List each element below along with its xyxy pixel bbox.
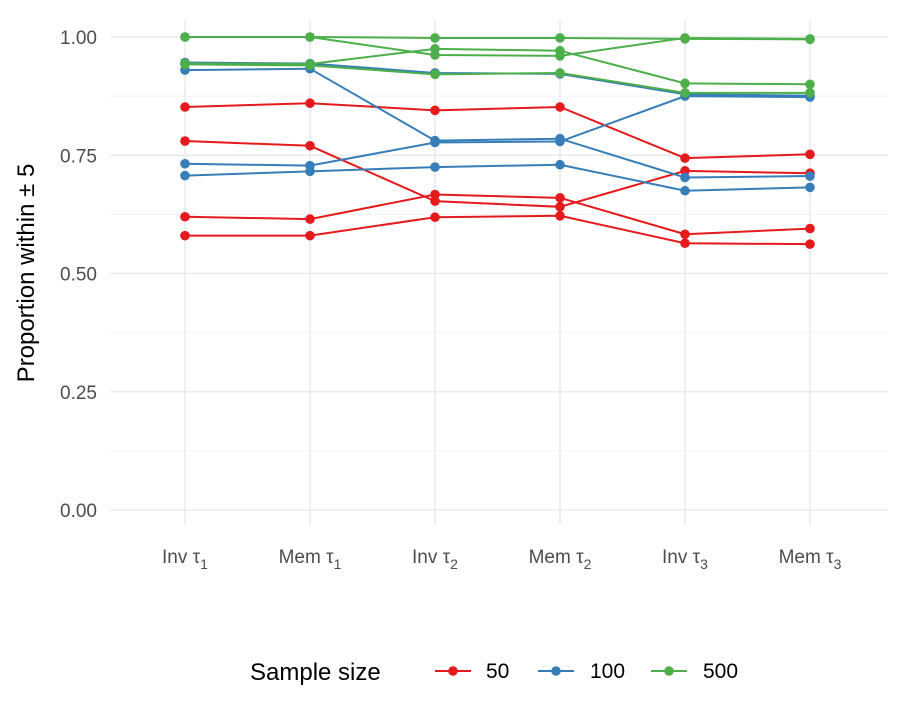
x-tick-label: Mem τ1 — [279, 547, 342, 572]
data-point — [680, 172, 690, 183]
series-50 — [180, 189, 815, 240]
legend-label: 100 — [590, 660, 625, 683]
data-point — [180, 158, 190, 169]
legend-marker — [551, 666, 561, 676]
data-point — [305, 60, 315, 71]
data-point — [180, 102, 190, 112]
data-point — [430, 189, 440, 200]
data-point — [555, 202, 565, 212]
series-100 — [180, 159, 815, 196]
legend: Sample size 50 100 500 — [250, 659, 738, 686]
y-tick-label: 0.50 — [60, 265, 97, 286]
x-tick-label: Mem τ2 — [529, 547, 592, 572]
series-500 — [180, 59, 815, 98]
data-point — [180, 32, 190, 42]
data-point — [180, 170, 190, 181]
data-point — [180, 59, 190, 70]
series-line — [185, 214, 811, 246]
data-point — [805, 239, 815, 249]
data-point — [430, 33, 440, 43]
data-point — [805, 182, 815, 193]
x-tick-label: Mem τ3 — [779, 547, 842, 572]
data-point — [305, 32, 315, 42]
data-point — [430, 212, 440, 223]
legend-marker — [664, 666, 674, 676]
series-line — [184, 47, 811, 86]
data-point — [555, 210, 565, 221]
series-50 — [180, 136, 815, 212]
y-tick-label: 0.00 — [60, 501, 97, 522]
data-point — [305, 214, 315, 224]
legend-label: 500 — [703, 660, 738, 683]
data-point — [680, 238, 690, 249]
data-point — [305, 98, 315, 109]
series-line — [184, 193, 811, 236]
data-point — [555, 33, 565, 43]
series-500 — [180, 44, 815, 90]
data-point — [805, 171, 815, 181]
y-axis-label: Proportion within ± 5 — [13, 164, 40, 383]
y-tick-label: 1.00 — [60, 28, 97, 49]
data-point — [430, 162, 440, 172]
data-point — [805, 34, 815, 44]
data-point — [305, 166, 315, 177]
data-point — [805, 79, 815, 90]
data-point — [180, 136, 190, 146]
series-line — [184, 61, 811, 97]
series-50 — [180, 98, 815, 163]
data-point — [805, 149, 815, 160]
data-point — [430, 69, 440, 80]
series-line — [185, 36, 811, 57]
data-point — [430, 44, 440, 54]
series-line — [184, 67, 811, 179]
x-tick-label: Inv τ3 — [662, 547, 708, 572]
data-point — [430, 137, 440, 148]
data-point — [680, 78, 690, 89]
data-point — [555, 45, 565, 56]
series-100 — [180, 91, 815, 171]
data-point — [680, 166, 690, 176]
legend-item-100: 100 — [538, 660, 625, 683]
series-line — [184, 163, 811, 192]
legend-item-500: 500 — [651, 660, 738, 683]
y-tick-label: 0.25 — [60, 383, 97, 404]
data-point — [180, 230, 190, 241]
data-point — [680, 229, 690, 240]
data-point — [305, 230, 315, 241]
x-tick-label: Inv τ1 — [162, 547, 208, 572]
data-point — [680, 88, 690, 98]
y-axis-ticks: 0.00 0.25 0.50 0.75 1.00 — [60, 28, 97, 522]
data-point — [555, 102, 565, 112]
data-point — [555, 136, 565, 147]
data-point — [805, 223, 815, 234]
data-point — [430, 196, 440, 206]
data-point — [305, 140, 315, 151]
series-lines — [180, 32, 815, 249]
data-point — [180, 211, 190, 222]
data-point — [555, 159, 565, 170]
data-point — [680, 185, 690, 196]
series-line — [184, 102, 811, 160]
data-point — [680, 33, 690, 43]
legend-label: 50 — [486, 660, 509, 683]
data-point — [555, 193, 565, 203]
series-line — [184, 95, 811, 167]
legend-item-50: 50 — [435, 660, 509, 683]
legend-marker — [448, 666, 458, 676]
data-point — [555, 68, 565, 78]
y-tick-label: 0.75 — [60, 146, 97, 167]
series-50 — [180, 210, 815, 249]
series-line — [184, 140, 811, 208]
data-point — [805, 88, 815, 98]
series-line — [184, 63, 810, 94]
x-tick-label: Inv τ2 — [412, 547, 458, 572]
data-point — [680, 153, 690, 163]
x-axis-ticks: Inv τ1 Mem τ1 Inv τ2 Mem τ2 Inv τ3 Mem τ3 — [162, 547, 842, 572]
data-point — [430, 105, 440, 116]
legend-title: Sample size — [250, 659, 381, 686]
